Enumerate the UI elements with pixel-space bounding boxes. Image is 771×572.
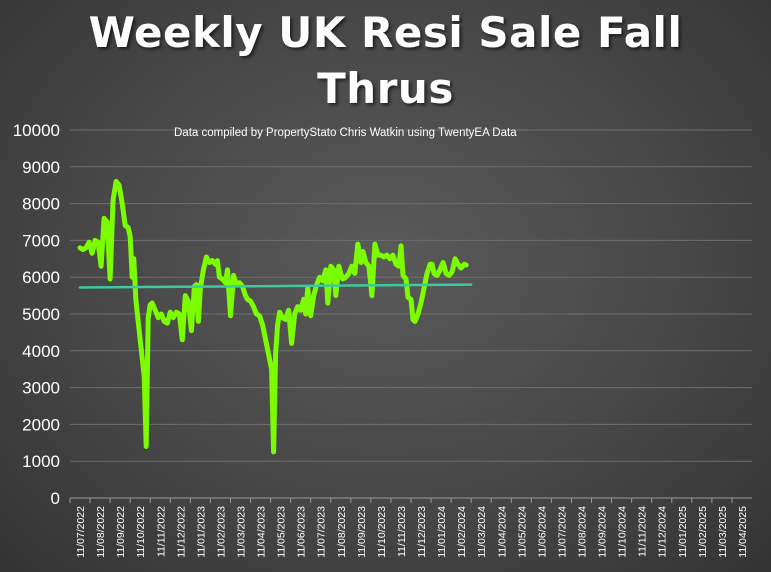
series-line-weekly-fall-thrus <box>77 179 469 455</box>
x-tick-label: 11/09/2024 <box>597 506 609 558</box>
x-tick-label: 11/02/2023 <box>215 506 227 558</box>
x-tick-label: 11/10/2024 <box>617 506 629 558</box>
x-tick-label: 11/11/2024 <box>637 506 649 557</box>
x-tick-label: 11/12/2022 <box>175 506 187 558</box>
y-tick-label: 9000 <box>22 158 60 177</box>
y-tick-label: 6000 <box>22 268 60 287</box>
x-tick-label: 11/08/2022 <box>95 506 107 558</box>
x-tick-label: 11/04/2024 <box>496 506 508 558</box>
x-tick-label: 11/02/2024 <box>456 506 468 558</box>
x-tick-label: 11/06/2024 <box>536 506 548 558</box>
x-tick-label: 11/12/2023 <box>416 506 428 558</box>
y-tick-label: 0 <box>51 489 60 508</box>
x-tick-label: 11/01/2023 <box>195 506 207 558</box>
x-tick-label: 11/11/2022 <box>155 506 167 557</box>
x-tick-label: 11/08/2023 <box>336 506 348 558</box>
x-tick-label: 11/09/2023 <box>356 506 368 558</box>
chart-title-line-2: Thrus <box>317 64 454 113</box>
y-tick-label: 10000 <box>13 121 60 140</box>
x-axis: 11/07/2022 11/08/2022 11/09/2022 11/10/2022… <box>69 497 752 558</box>
x-tick-label: 11/07/2022 <box>75 506 87 558</box>
series-line-trend <box>78 283 473 289</box>
x-tick-label: 11/10/2022 <box>135 506 147 558</box>
x-tick-label: 11/11/2023 <box>396 506 408 557</box>
y-axis: 0 1000 2000 3000 4000 5000 6000 7000 8000 9000 100… <box>13 121 60 508</box>
x-tick-label: 11/10/2023 <box>376 506 388 558</box>
x-tick-label: 11/08/2024 <box>577 506 589 558</box>
x-tick-label: 11/03/2023 <box>236 506 248 558</box>
x-tick-label: 11/06/2023 <box>296 506 308 558</box>
x-tick-label: 11/05/2023 <box>276 506 288 558</box>
x-tick-label: 11/03/2024 <box>476 506 488 558</box>
y-tick-label: 7000 <box>22 231 60 250</box>
x-tick-label: 11/04/2023 <box>256 506 268 558</box>
x-tick-label: 11/03/2025 <box>717 506 729 558</box>
y-tick-label: 1000 <box>22 452 60 471</box>
y-tick-label: 4000 <box>22 342 60 361</box>
x-tick-label: 11/12/2024 <box>657 506 669 558</box>
chart-subtitle: Data compiled by PropertyStato Chris Wat… <box>174 127 517 139</box>
x-tick-label: 11/07/2023 <box>316 506 328 558</box>
x-tick-label: 11/04/2025 <box>737 506 749 558</box>
x-tick-label: 11/07/2024 <box>556 506 568 558</box>
x-tick-label: 11/01/2025 <box>677 506 689 558</box>
x-tick-label: 11/01/2024 <box>436 506 448 558</box>
chart-title-line-1: Weekly UK Resi Sale Fall <box>88 8 683 57</box>
x-tick-label: 11/02/2025 <box>697 506 709 558</box>
series-layer <box>77 179 473 455</box>
x-tick-label: 11/09/2022 <box>115 506 127 558</box>
y-tick-label: 8000 <box>22 195 60 214</box>
y-tick-label: 5000 <box>22 305 60 324</box>
x-tick-label: 11/05/2024 <box>516 506 528 558</box>
y-tick-label: 2000 <box>22 415 60 434</box>
y-tick-label: 3000 <box>22 379 60 398</box>
